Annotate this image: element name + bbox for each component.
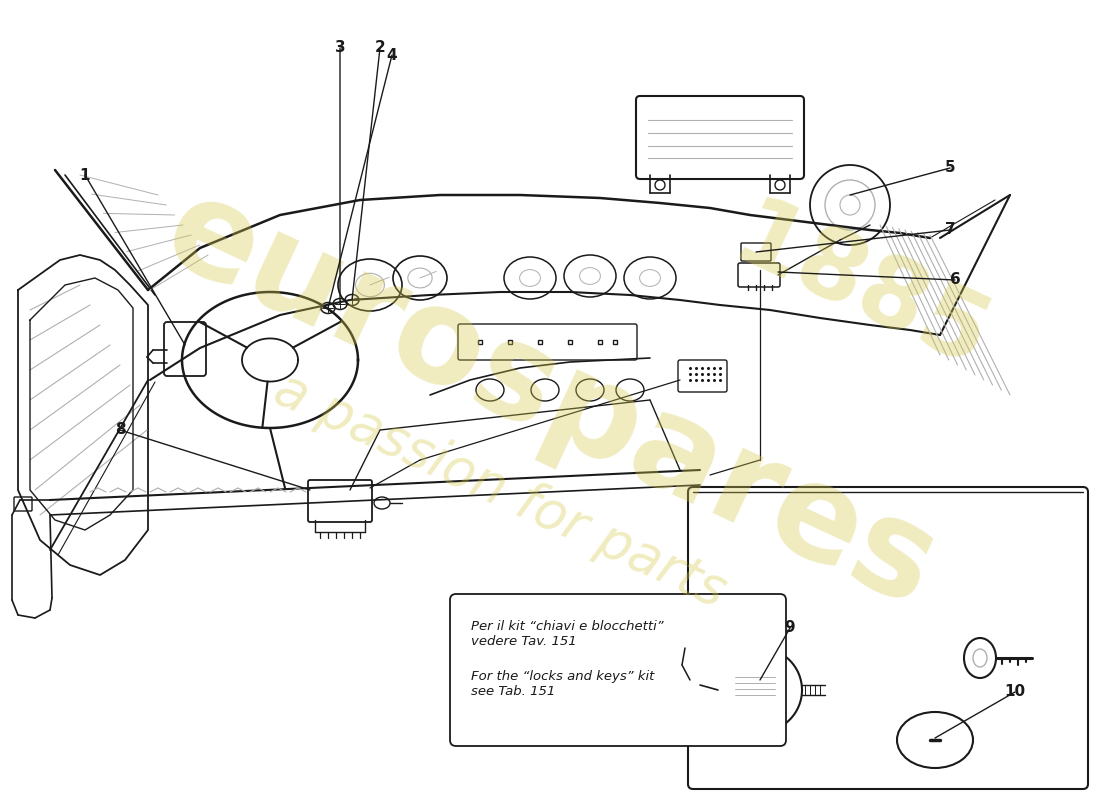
FancyBboxPatch shape (450, 594, 786, 746)
FancyBboxPatch shape (688, 487, 1088, 789)
FancyBboxPatch shape (636, 96, 804, 179)
Text: Per il kit “chiavi e blocchetti”
vedere Tav. 151: Per il kit “chiavi e blocchetti” vedere … (471, 620, 663, 648)
FancyBboxPatch shape (164, 322, 206, 376)
Text: 1: 1 (79, 167, 90, 182)
Text: 4: 4 (387, 47, 397, 62)
Text: 1885: 1885 (718, 190, 1002, 390)
Text: 10: 10 (1004, 685, 1025, 699)
FancyBboxPatch shape (741, 243, 771, 261)
Text: 2: 2 (375, 41, 385, 55)
FancyBboxPatch shape (727, 672, 783, 710)
Text: 9: 9 (784, 621, 795, 635)
FancyBboxPatch shape (14, 497, 32, 511)
FancyBboxPatch shape (678, 360, 727, 392)
Text: 3: 3 (334, 41, 345, 55)
Text: 5: 5 (945, 161, 955, 175)
Text: For the “locks and keys” kit
see Tab. 151: For the “locks and keys” kit see Tab. 15… (471, 670, 654, 698)
FancyBboxPatch shape (458, 324, 637, 360)
FancyBboxPatch shape (678, 680, 702, 702)
FancyBboxPatch shape (738, 263, 780, 287)
Text: 7: 7 (945, 222, 955, 238)
FancyBboxPatch shape (308, 480, 372, 522)
Text: eurospares: eurospares (145, 166, 955, 634)
Text: 8: 8 (114, 422, 125, 438)
Text: a passion for parts: a passion for parts (266, 362, 734, 618)
Text: 6: 6 (949, 273, 960, 287)
